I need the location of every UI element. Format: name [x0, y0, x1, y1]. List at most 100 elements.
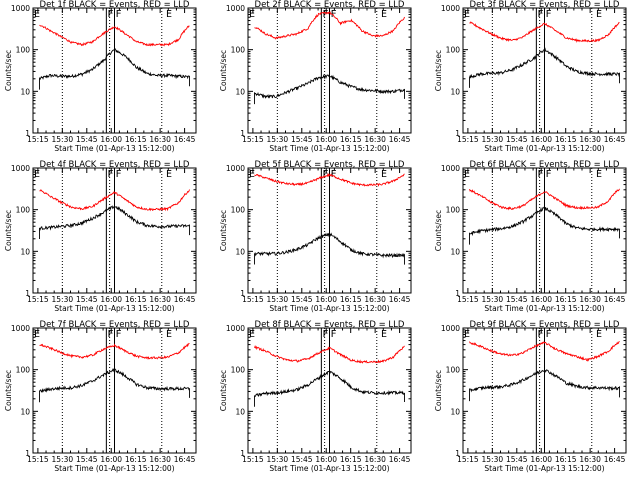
x-tick-label: 16:45: [604, 135, 626, 144]
events-series-line: [254, 232, 405, 265]
x-tick-label: 16:15: [555, 295, 577, 304]
y-tick-label: 10: [450, 247, 460, 256]
lld-series-line: [254, 173, 405, 187]
x-tick-label: 16:30: [149, 135, 171, 144]
y-tick-label: 1: [240, 129, 245, 138]
marker-label: E: [34, 169, 40, 180]
x-tick-label: 16:00: [100, 295, 122, 304]
y-axis-label: Counts/sec: [4, 370, 13, 411]
x-tick-label: 16:30: [579, 455, 601, 464]
panel-title: Det 8f BLACK = Events, RED = LLD: [255, 320, 405, 330]
y-tick-label: 1: [240, 289, 245, 298]
x-tick-label: 16:45: [174, 455, 196, 464]
x-tick-label: 15:15: [27, 455, 49, 464]
y-tick-label: 10: [20, 87, 30, 96]
marker-label: F: [331, 169, 337, 180]
marker-label: F: [537, 9, 543, 20]
x-tick-label: 15:15: [242, 135, 264, 144]
y-axis-label: Counts/sec: [4, 210, 13, 251]
panel-title: Det 2f BLACK = Events, RED = LLD: [255, 0, 405, 10]
x-axis-label: Start Time (01-Apr-13 15:12:00): [269, 144, 389, 153]
marker-label: E: [464, 169, 470, 180]
x-tick-label: 16:30: [149, 295, 171, 304]
x-tick-label: 16:15: [555, 135, 577, 144]
x-tick-label: 16:00: [100, 135, 122, 144]
y-tick-label: 100: [231, 366, 246, 375]
x-tick-label: 16:15: [340, 135, 362, 144]
x-tick-label: 15:15: [457, 295, 479, 304]
x-tick-label: 16:15: [125, 295, 147, 304]
y-tick-label: 10: [235, 407, 245, 416]
x-tick-label: 16:00: [530, 295, 552, 304]
marker-label: F: [322, 329, 328, 340]
events-series-line: [469, 205, 620, 245]
marker-label: E: [596, 329, 602, 340]
marker-label: E: [381, 9, 387, 20]
y-tick-label: 1000: [11, 324, 30, 333]
y-tick-label: 1000: [441, 164, 460, 173]
x-tick-label: 15:30: [267, 135, 289, 144]
x-tick-label: 15:30: [482, 295, 504, 304]
x-tick-label: 16:00: [315, 295, 337, 304]
x-tick-label: 16:15: [555, 455, 577, 464]
marker-label: E: [381, 169, 387, 180]
events-series-line: [39, 368, 190, 403]
y-tick-label: 10: [450, 407, 460, 416]
x-axis-label: Start Time (01-Apr-13 15:12:00): [484, 144, 604, 153]
x-tick-label: 16:30: [364, 135, 386, 144]
x-axis-label: Start Time (01-Apr-13 15:12:00): [269, 304, 389, 313]
y-tick-label: 1000: [441, 324, 460, 333]
x-tick-label: 16:45: [604, 295, 626, 304]
x-tick-label: 16:30: [149, 455, 171, 464]
y-tick-label: 1: [455, 289, 460, 298]
x-tick-label: 15:30: [52, 135, 74, 144]
x-axis-label: Start Time (01-Apr-13 15:12:00): [54, 144, 174, 153]
y-tick-label: 100: [446, 46, 461, 55]
marker-label: E: [381, 329, 387, 340]
x-tick-label: 15:30: [52, 455, 74, 464]
y-tick-label: 100: [446, 206, 461, 215]
y-axis-label: Counts/sec: [219, 370, 228, 411]
marker-label: F: [116, 169, 122, 180]
marker-label: F: [116, 9, 122, 20]
panel-title: Det 1f BLACK = Events, RED = LLD: [40, 0, 190, 10]
marker-label: E: [249, 169, 255, 180]
x-tick-label: 15:15: [457, 455, 479, 464]
x-tick-label: 15:45: [291, 135, 313, 144]
y-tick-label: 1000: [226, 164, 245, 173]
x-axis-label: Start Time (01-Apr-13 15:12:00): [484, 464, 604, 473]
lld-series-line: [469, 340, 620, 362]
x-tick-label: 15:30: [52, 295, 74, 304]
x-tick-label: 16:00: [315, 455, 337, 464]
events-series-line: [469, 369, 620, 402]
panel-title: Det 9f BLACK = Events, RED = LLD: [470, 320, 620, 330]
y-tick-label: 1: [455, 449, 460, 458]
x-tick-label: 15:45: [291, 295, 313, 304]
marker-label: F: [322, 9, 328, 20]
y-tick-label: 100: [16, 366, 31, 375]
x-axis-label: Start Time (01-Apr-13 15:12:00): [484, 304, 604, 313]
marker-label: F: [322, 169, 328, 180]
x-tick-label: 16:00: [530, 135, 552, 144]
y-axis-label: Counts/sec: [434, 50, 443, 91]
marker-label: F: [546, 9, 552, 20]
y-tick-label: 10: [20, 247, 30, 256]
x-tick-label: 16:30: [579, 135, 601, 144]
x-axis-label: Start Time (01-Apr-13 15:12:00): [54, 304, 174, 313]
y-tick-label: 10: [235, 247, 245, 256]
y-axis-label: Counts/sec: [4, 50, 13, 91]
x-tick-label: 15:30: [482, 455, 504, 464]
panel-title: Det 7f BLACK = Events, RED = LLD: [40, 320, 190, 330]
x-tick-label: 15:15: [242, 455, 264, 464]
x-tick-label: 15:30: [267, 455, 289, 464]
marker-label: F: [116, 329, 122, 340]
y-tick-label: 100: [446, 366, 461, 375]
x-tick-label: 15:15: [457, 135, 479, 144]
marker-label: F: [546, 169, 552, 180]
y-tick-label: 1000: [441, 4, 460, 13]
x-tick-label: 16:45: [389, 455, 411, 464]
marker-label: E: [34, 9, 40, 20]
x-tick-label: 16:15: [125, 135, 147, 144]
x-tick-label: 16:00: [315, 135, 337, 144]
marker-label: E: [249, 329, 255, 340]
